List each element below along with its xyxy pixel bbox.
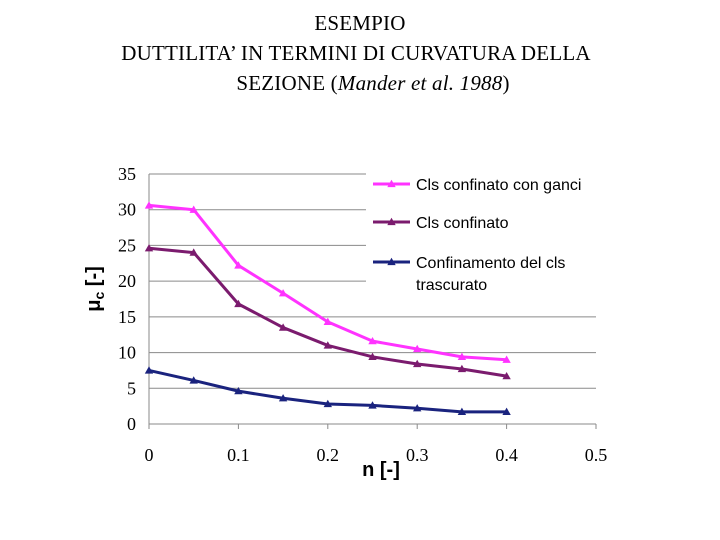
x-axis-label: n [-] <box>362 459 400 481</box>
data-point <box>144 366 154 374</box>
title-line-3: SEZIONE (Mander et al. 1988) <box>13 68 720 98</box>
data-point <box>278 323 288 331</box>
series-2 <box>144 244 511 380</box>
y-tick-label: 5 <box>127 378 136 398</box>
x-tick-label: 0.3 <box>406 445 429 465</box>
data-point <box>457 407 467 416</box>
series-1 <box>144 201 511 363</box>
title-line-2: DUTTILITA’ IN TERMINI DI CURVATURA DELLA <box>121 41 591 65</box>
x-tick-label: 0.4 <box>495 445 518 465</box>
data-point <box>368 336 377 345</box>
data-point <box>502 407 511 416</box>
data-point <box>189 248 198 256</box>
data-point <box>323 317 332 326</box>
x-axis-title: n [-] <box>362 459 400 481</box>
data-point <box>368 401 377 409</box>
legend: Cls confinato con ganci Cls confinato Conf… <box>366 165 616 305</box>
y-tick-label: 10 <box>118 343 136 363</box>
y-axis-title: μc [-] <box>83 266 107 312</box>
x-tick-label: 0.1 <box>227 445 250 465</box>
data-point <box>189 376 198 384</box>
title-line-3-suffix: ) <box>502 71 510 95</box>
title-citation: Mander et al. 1988 <box>337 71 503 95</box>
data-point <box>502 355 511 363</box>
legend-label: Confinamento del cls trascurato <box>416 255 565 294</box>
y-tick-labels: 0 5 10 15 20 25 30 35 <box>118 164 136 434</box>
title-line-3-prefix: SEZIONE ( <box>236 71 338 95</box>
data-point <box>234 299 243 308</box>
y-tick-label: 15 <box>118 307 136 327</box>
x-tick-label: 0.2 <box>317 445 340 465</box>
data-point <box>502 371 511 380</box>
data-point <box>144 244 154 252</box>
data-point <box>368 352 377 361</box>
data-point <box>413 359 422 368</box>
y-tick-label: 25 <box>118 235 136 255</box>
data-point <box>413 404 422 412</box>
slide-title: ESEMPIO DUTTILITA’ IN TERMINI DI CURVATU… <box>0 8 720 98</box>
legend-item: Cls confinato <box>373 215 509 232</box>
y-tick-label: 20 <box>118 271 136 291</box>
x-tick-label: 0.5 <box>585 445 608 465</box>
data-point <box>189 205 198 213</box>
data-point <box>323 399 332 408</box>
axes <box>148 174 597 429</box>
series-3 <box>144 366 511 416</box>
legend-marker <box>387 217 396 226</box>
legend-label: Cls confinato <box>416 215 509 232</box>
data-point <box>413 344 422 353</box>
y-tick-label: 35 <box>118 164 136 184</box>
data-point <box>144 201 154 209</box>
data-point <box>278 289 288 297</box>
y-axis-label: μc [-] <box>83 266 107 312</box>
data-point <box>234 386 243 395</box>
legend-marker <box>387 179 396 188</box>
data-point <box>278 394 288 402</box>
legend-item: Confinamento del cls trascurato <box>373 255 565 294</box>
x-tick-label: 0 <box>145 445 154 465</box>
data-point <box>457 352 467 361</box>
series-group <box>144 201 511 416</box>
legend-box <box>366 165 616 305</box>
legend-marker <box>387 257 396 266</box>
y-tick-label: 30 <box>118 200 136 220</box>
data-point <box>457 364 467 373</box>
legend-item: Cls confinato con ganci <box>373 177 581 194</box>
data-point <box>234 261 243 269</box>
data-point <box>323 341 332 349</box>
legend-label: Cls confinato con ganci <box>416 177 581 194</box>
y-tick-label: 0 <box>127 414 136 434</box>
x-tick-labels: 0 0.1 0.2 0.3 0.4 0.5 <box>145 445 608 465</box>
title-line-1: ESEMPIO <box>314 11 406 35</box>
